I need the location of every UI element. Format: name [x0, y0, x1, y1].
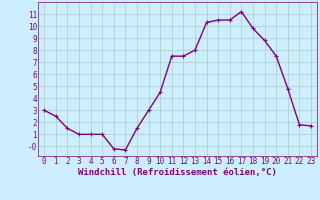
X-axis label: Windchill (Refroidissement éolien,°C): Windchill (Refroidissement éolien,°C): [78, 168, 277, 177]
